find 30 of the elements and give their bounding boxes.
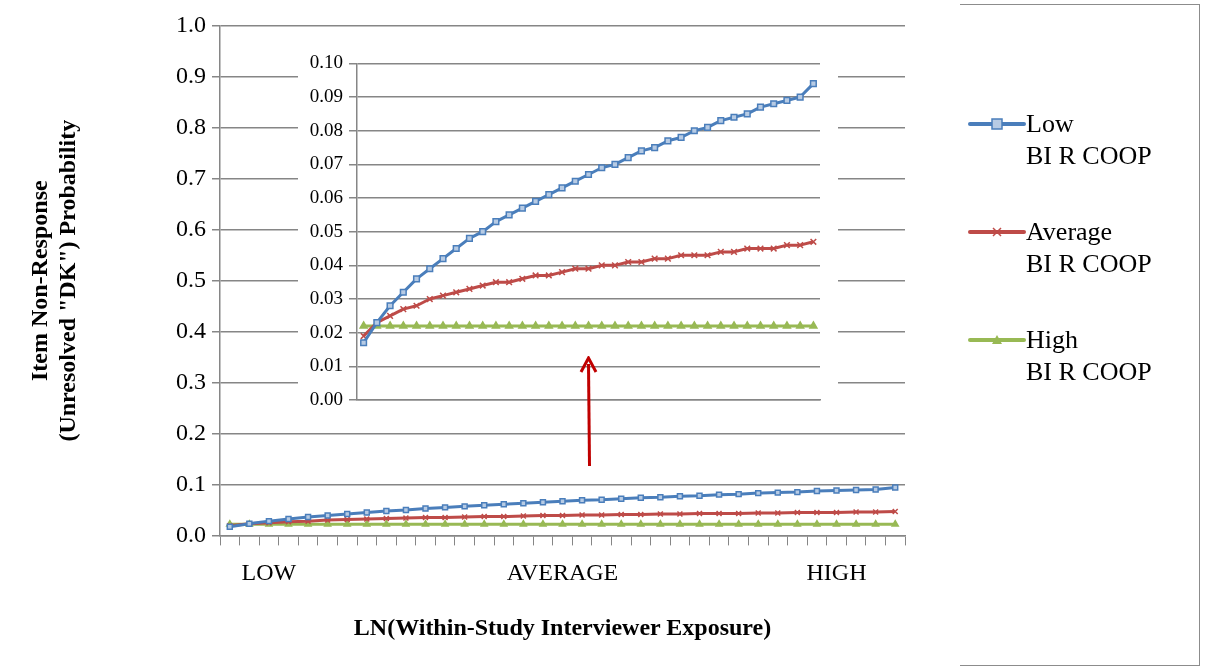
y-tick-label: 0.00 xyxy=(309,387,343,409)
y-tick-label: 0.06 xyxy=(309,186,343,208)
y-tick-label: 0.02 xyxy=(309,320,343,342)
y-tick-label: 0.08 xyxy=(309,118,343,140)
y-tick-label: 0.07 xyxy=(309,152,343,174)
y-tick-label: 0.10 xyxy=(309,51,343,73)
x-tick-label: LOW xyxy=(241,559,297,586)
y-tick-label: 1.0 xyxy=(176,11,206,38)
y-tick-label: 0.01 xyxy=(309,354,343,376)
legend-label: Low BI R COOP xyxy=(1026,108,1152,172)
y-tick-label: 0.1 xyxy=(176,469,206,496)
y-tick-label: 0.9 xyxy=(176,62,206,89)
y-tick-label: 0.6 xyxy=(176,215,206,242)
x-tick-label: AVERAGE xyxy=(506,559,619,586)
y-tick-label: 0.5 xyxy=(176,266,206,292)
y-tick-label: 0.04 xyxy=(309,253,344,275)
y-tick-label: 0.0 xyxy=(176,520,206,547)
y-tick-label: 0.3 xyxy=(176,367,206,394)
y-tick-label: 0.09 xyxy=(309,85,343,107)
x-tick-label: HIGH xyxy=(806,559,867,586)
legend-label: High BI R COOP xyxy=(1026,324,1152,388)
y-tick-label: 0.03 xyxy=(309,287,343,308)
y-tick-label: 0.8 xyxy=(176,113,206,140)
y-tick-label: 0.05 xyxy=(309,219,343,241)
legend-label: Average BI R COOP xyxy=(1026,216,1152,280)
x-axis-title: LN(Within-Study Interviewer Exposure) xyxy=(353,613,772,640)
y-axis-title: Item Non-Response (Unresolved "DK") Probability xyxy=(25,119,81,442)
y-tick-label: 0.7 xyxy=(176,164,206,191)
y-tick-label: 0.2 xyxy=(176,418,206,445)
y-tick-label: 0.4 xyxy=(176,316,206,343)
